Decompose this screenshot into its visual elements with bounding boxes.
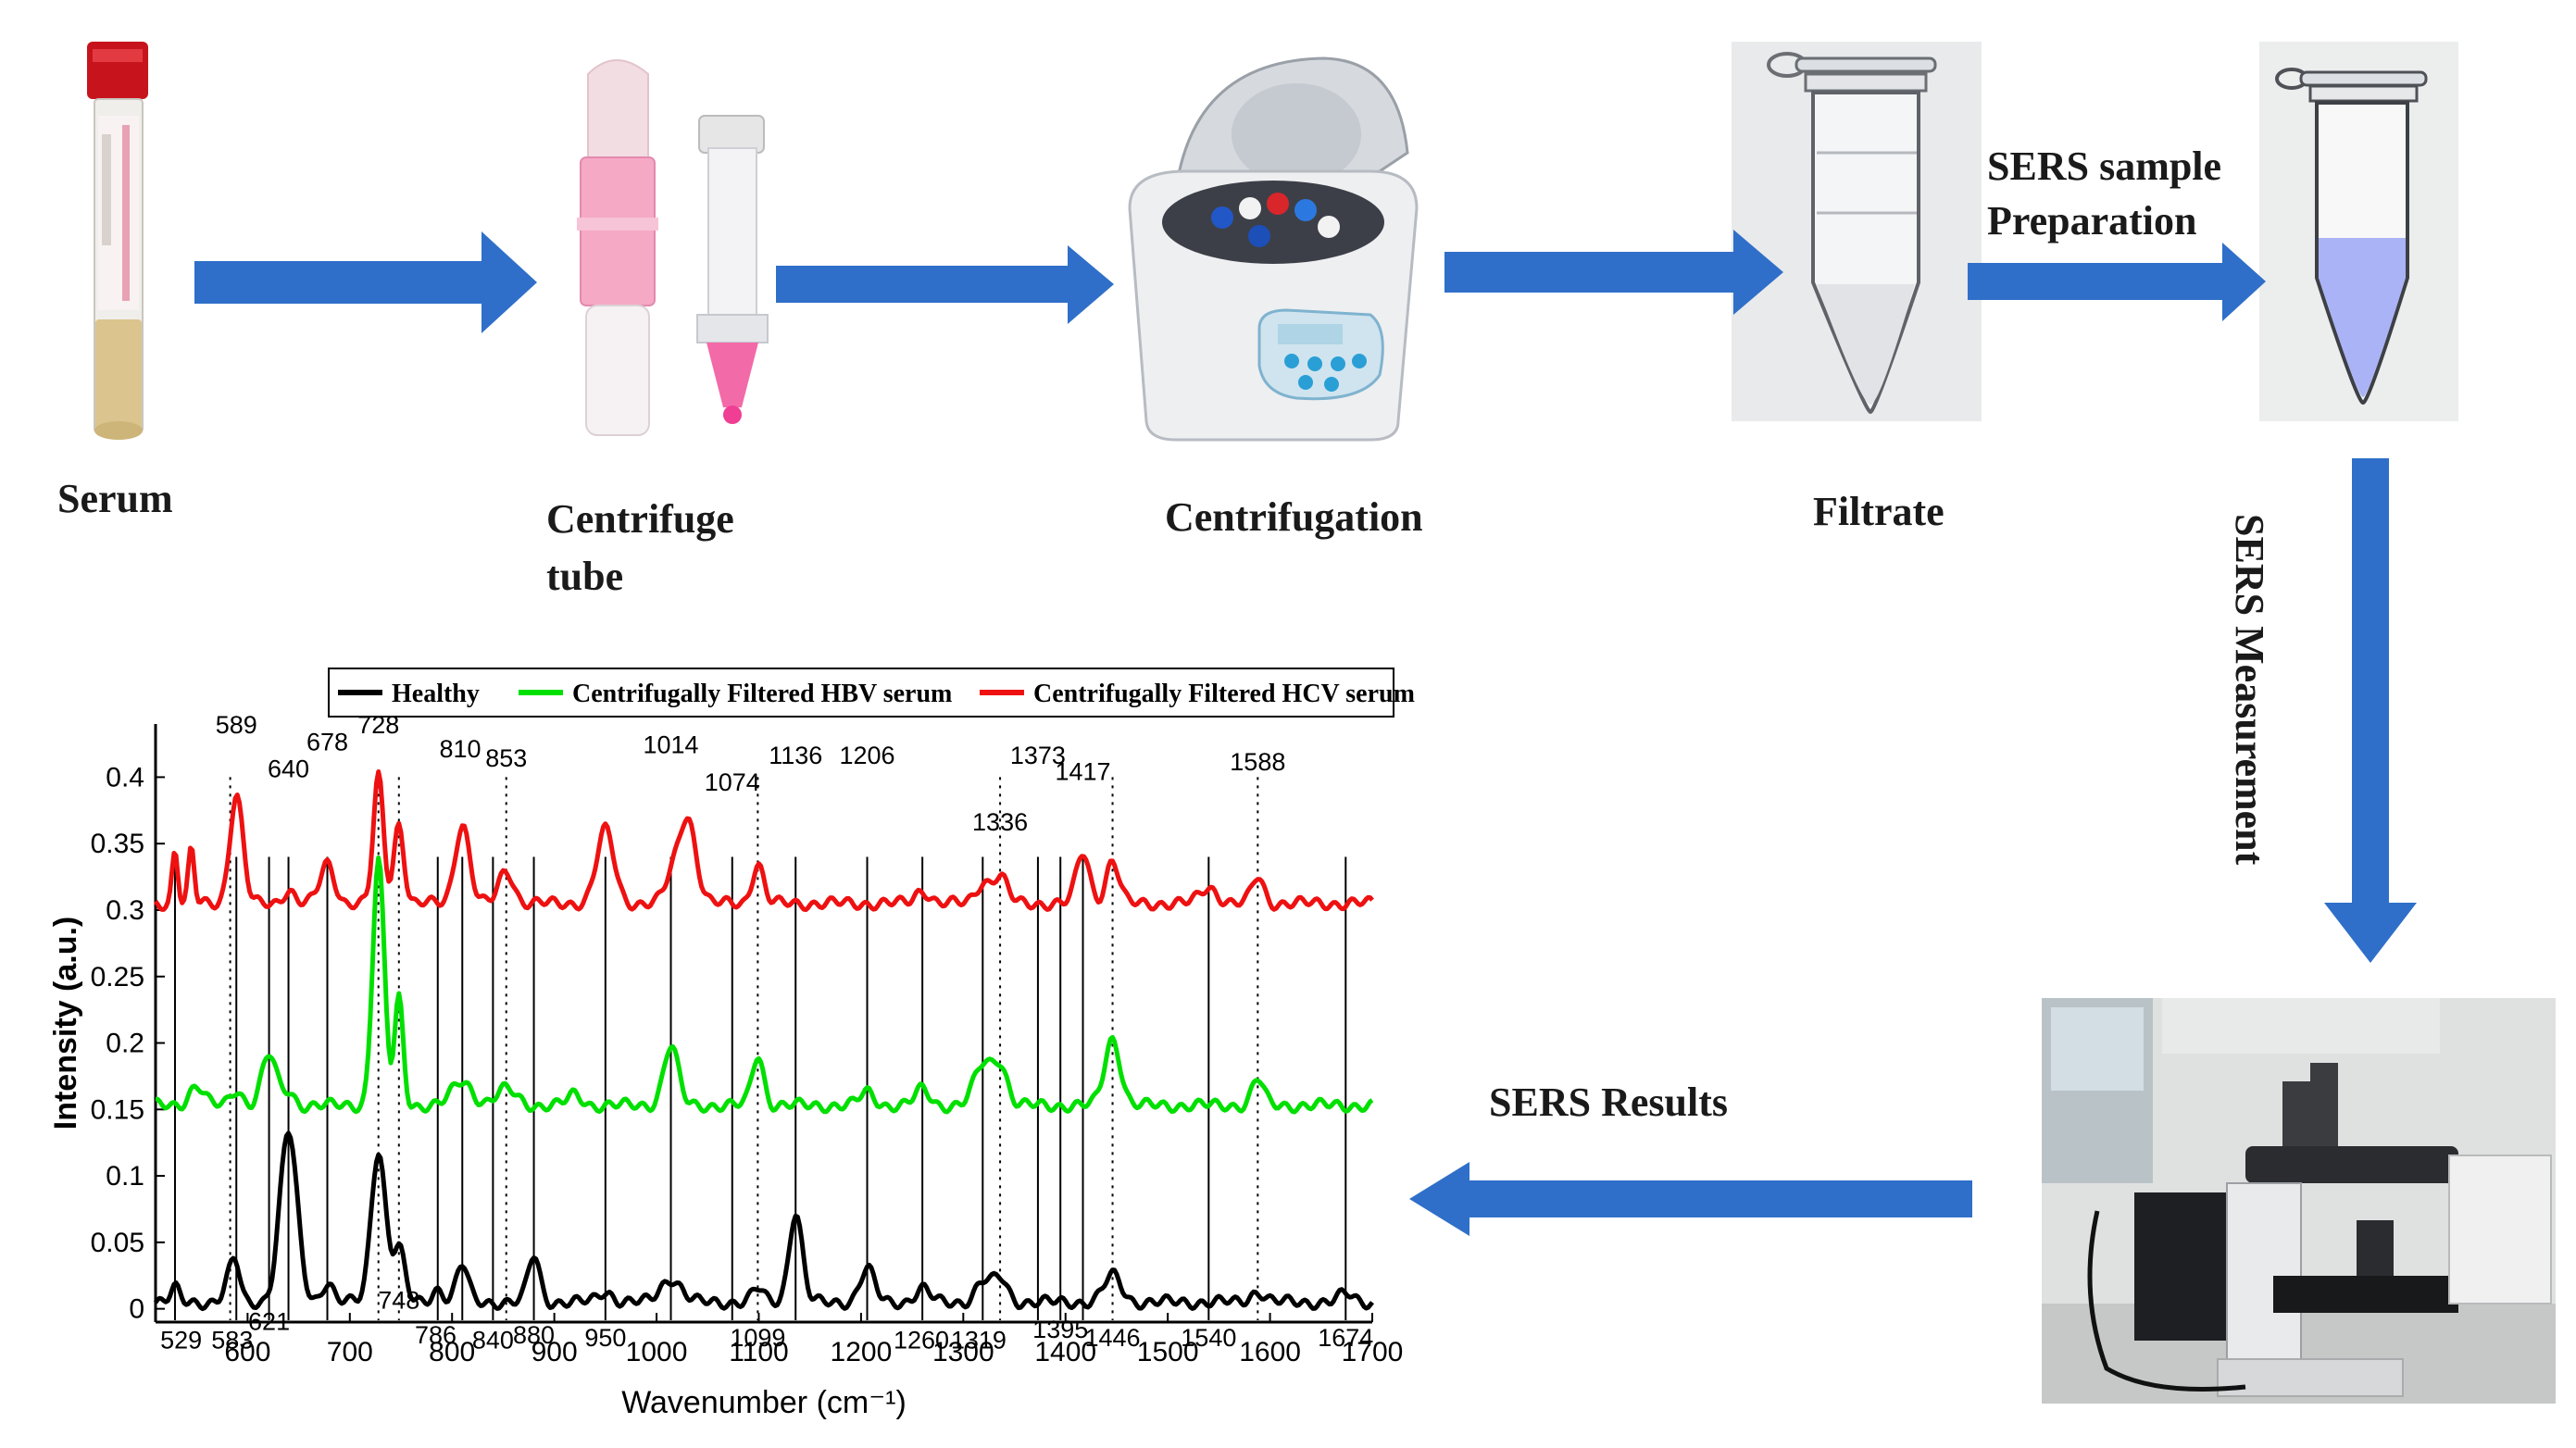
label-filtrate: Filtrate — [1813, 489, 1945, 534]
peak-label: 1540 — [1181, 1324, 1236, 1352]
peak-label: 1373 — [1010, 742, 1066, 769]
arrow-centrifugation-to-filtrate — [1444, 230, 1783, 315]
label-centrifuge-tube-line1: Centrifuge — [546, 496, 734, 542]
x-tick-label: 600 — [224, 1337, 270, 1367]
x-tick-label: 800 — [429, 1337, 475, 1367]
y-tick-label: 0.4 — [106, 762, 144, 793]
y-tick-label: 0.05 — [91, 1228, 144, 1258]
peak-label: 529 — [160, 1327, 202, 1354]
y-tick-label: 0.3 — [106, 895, 144, 926]
series-line — [155, 855, 1374, 1115]
peak-label: 678 — [306, 729, 348, 756]
y-tick-label: 0.1 — [106, 1161, 144, 1192]
x-tick-label: 1000 — [626, 1337, 688, 1367]
y-tick-label: 0.15 — [91, 1094, 144, 1125]
y-tick-label: 0.2 — [106, 1029, 144, 1059]
raman-microscope-icon — [2042, 998, 2556, 1404]
peak-label: 621 — [248, 1308, 290, 1336]
centrifuge-machine-icon — [1128, 56, 1419, 442]
label-sers-results: SERS Results — [1489, 1080, 1728, 1125]
x-tick-label: 1200 — [831, 1337, 893, 1367]
x-axis-label: Wavenumber (cm⁻¹) — [621, 1385, 907, 1420]
arrow-prep-to-measurement — [2324, 458, 2417, 963]
centrifuge-filter-tube-icon — [577, 59, 769, 436]
y-tick-label: 0 — [129, 1294, 144, 1325]
label-serum: Serum — [57, 476, 173, 521]
label-centrifuge-tube-line2: tube — [546, 553, 624, 599]
peak-label: 1136 — [769, 742, 822, 769]
x-tick-label: 1500 — [1137, 1337, 1199, 1367]
peak-label: 1674 — [1318, 1324, 1373, 1352]
peak-label: 853 — [485, 744, 527, 772]
y-axis-label: Intensity (a.u.) — [48, 917, 83, 1130]
series-line — [153, 769, 1374, 913]
label-prep-line1: SERS sample — [1987, 144, 2222, 189]
peak-label: 1336 — [972, 808, 1028, 836]
peak-label: 1074 — [705, 768, 760, 796]
y-tick-label: 0.35 — [91, 829, 144, 859]
peak-label: 1206 — [839, 742, 894, 769]
x-tick-label: 1700 — [1342, 1337, 1404, 1367]
peak-label: 880 — [513, 1321, 555, 1349]
peak-label: 748 — [378, 1287, 419, 1315]
label-centrifuge-tube: Centrifuge tube — [546, 491, 734, 605]
x-tick-label: 900 — [531, 1337, 578, 1367]
legend-box — [328, 668, 1394, 718]
label-sample-preparation: SERS sample Preparation — [1987, 139, 2221, 249]
x-tick-label: 700 — [327, 1337, 373, 1367]
serum-tube-icon — [87, 42, 148, 440]
peak-label: 1588 — [1230, 748, 1285, 776]
peak-label: 786 — [415, 1321, 456, 1349]
series-line — [153, 1130, 1374, 1312]
x-tick-label: 1600 — [1239, 1337, 1301, 1367]
arrow-serum-to-tube — [194, 231, 537, 333]
sers-sample-tube-icon — [2259, 42, 2458, 421]
label-centrifugation: Centrifugation — [1165, 494, 1423, 540]
arrow-measurement-to-results — [1409, 1162, 1972, 1236]
peak-label: 583 — [211, 1327, 253, 1354]
peak-label: 810 — [440, 735, 481, 763]
peak-label: 1260 — [894, 1327, 949, 1354]
peak-label: 1099 — [730, 1324, 785, 1352]
x-tick-label: 1100 — [729, 1337, 789, 1367]
peak-label: 589 — [216, 711, 257, 739]
y-tick-label: 0.25 — [91, 962, 144, 992]
legend-label: Healthy — [392, 680, 480, 708]
x-tick-label: 1400 — [1034, 1337, 1096, 1367]
legend-label: Centrifugally Filtered HCV serum — [1033, 680, 1415, 708]
peak-label: 1014 — [643, 731, 698, 759]
label-prep-line2: Preparation — [1987, 198, 2197, 244]
peak-label: 1319 — [951, 1327, 1007, 1354]
peak-label: 950 — [584, 1324, 626, 1352]
peak-label: 1446 — [1084, 1324, 1140, 1352]
peak-label: 1395 — [1032, 1316, 1088, 1343]
arrow-tube-to-centrifugation — [776, 245, 1114, 324]
peak-label: 1417 — [1055, 757, 1110, 785]
filtrate-tube-icon — [1732, 42, 1982, 421]
peak-label: 840 — [472, 1327, 514, 1354]
x-tick-label: 1300 — [932, 1337, 994, 1367]
arrow-filtrate-to-prep — [1968, 243, 2266, 321]
peak-label: 640 — [268, 755, 309, 782]
legend-label: Centrifugally Filtered HBV serum — [572, 680, 952, 708]
